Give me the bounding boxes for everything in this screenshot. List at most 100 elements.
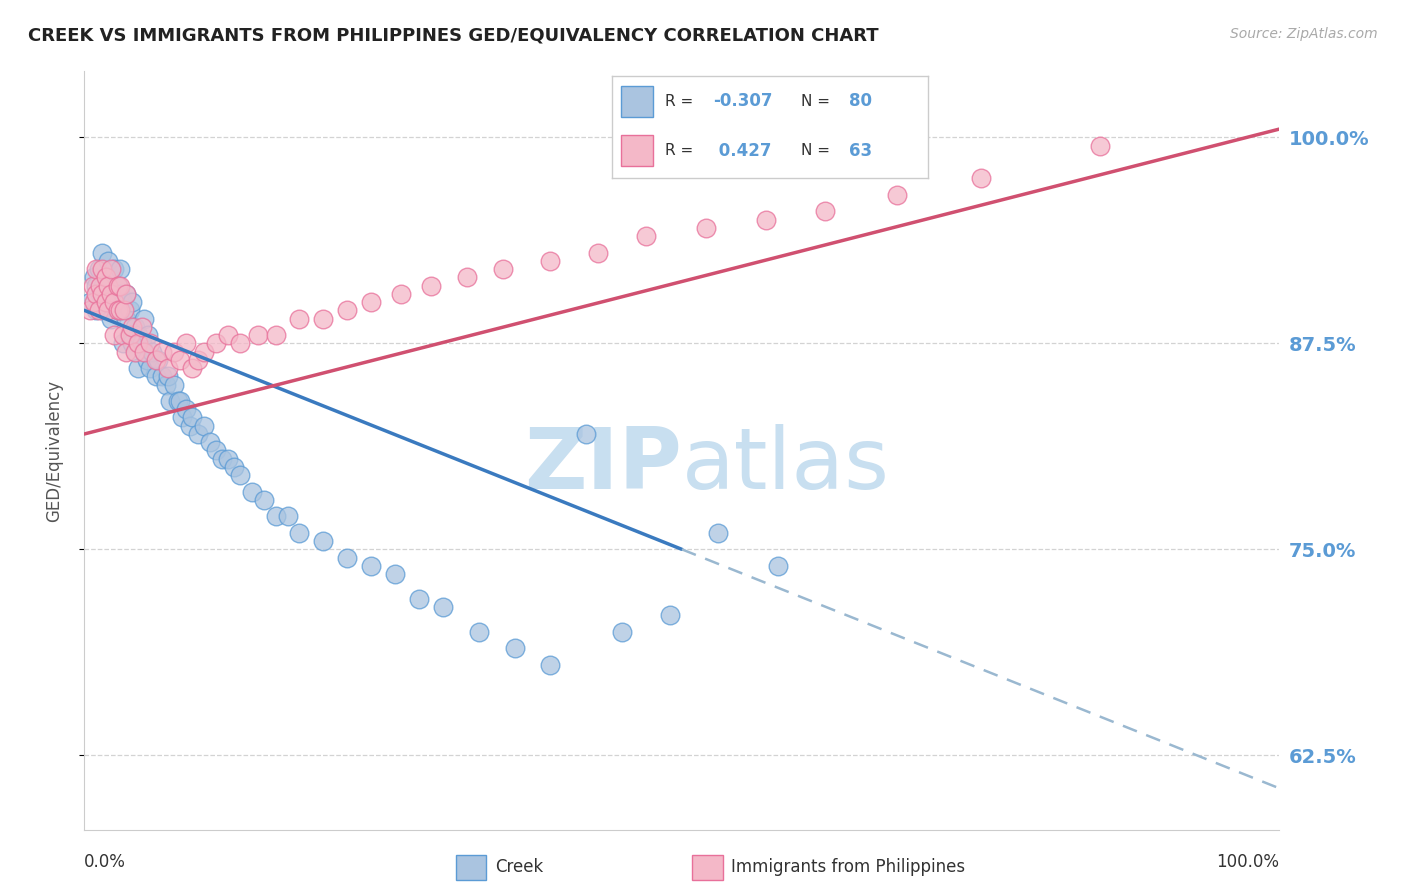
Point [659,608,682,623]
Point [707,525,730,540]
Point [229,468,252,483]
Point [83,270,105,285]
Point [277,509,299,524]
Point [83,295,105,310]
Point [468,624,491,639]
Point [91,286,114,301]
Point [110,262,132,277]
Point [107,303,129,318]
Point [136,328,159,343]
Text: 0.0%: 0.0% [84,853,127,871]
Point [755,212,778,227]
Point [240,484,263,499]
Text: -0.307: -0.307 [713,93,772,111]
Point [217,451,239,466]
Point [110,303,132,318]
Point [588,245,610,260]
Point [97,254,120,268]
Point [97,278,120,293]
Point [121,295,143,310]
Point [112,303,135,318]
Point [82,278,104,293]
Point [132,344,156,359]
Point [103,295,125,310]
Point [115,344,138,359]
Point [100,286,122,301]
Point [127,361,149,376]
Text: CREEK VS IMMIGRANTS FROM PHILIPPINES GED/EQUIVALENCY CORRELATION CHART: CREEK VS IMMIGRANTS FROM PHILIPPINES GED… [28,27,879,45]
Point [181,410,204,425]
Point [420,278,443,293]
Point [205,443,228,458]
Point [288,311,311,326]
Point [145,369,167,384]
Point [86,278,108,293]
Point [87,262,110,277]
Point [127,328,149,343]
Point [503,641,526,656]
Point [540,254,562,268]
Point [360,295,382,310]
Point [91,262,114,277]
Point [814,204,837,219]
Point [288,525,311,540]
Point [166,394,188,409]
Point [970,171,993,186]
Point [89,286,111,301]
Point [132,311,156,326]
Bar [692,855,723,880]
Point [111,328,134,343]
Point [103,262,125,277]
Point [91,245,114,260]
Point [107,303,129,318]
Point [125,344,148,359]
Point [217,328,239,343]
Point [408,591,430,606]
Point [312,534,335,549]
Point [336,550,359,565]
Point [150,344,173,359]
Point [222,459,245,474]
Point [115,311,138,326]
Point [110,303,132,318]
Point [229,336,252,351]
Point [115,286,138,301]
Point [172,410,194,425]
Point [121,319,143,334]
Point [118,303,141,318]
Point [157,361,180,376]
Point [150,369,173,384]
Point [141,344,163,359]
Text: 0.427: 0.427 [713,142,772,160]
Text: 80: 80 [849,93,872,111]
Point [94,270,117,285]
Point [124,344,146,359]
Point [100,311,122,326]
Point [264,328,287,343]
Point [157,369,180,384]
Point [110,278,132,293]
Point [132,344,156,359]
Bar [621,136,652,166]
Point [636,229,658,244]
Point [612,624,634,639]
Point [193,344,215,359]
Point [111,336,134,351]
Text: 63: 63 [849,142,872,160]
Point [695,221,717,235]
Point [766,558,789,573]
Point [575,427,598,442]
Point [87,303,110,318]
Point [163,377,186,392]
Point [117,328,139,343]
Point [148,352,170,367]
Point [253,492,276,507]
Point [79,303,101,318]
Point [181,361,204,376]
Point [187,427,209,442]
Point [312,311,335,326]
Point [103,328,125,343]
Point [100,262,122,277]
Point [179,418,201,433]
Text: atlas: atlas [682,424,890,508]
